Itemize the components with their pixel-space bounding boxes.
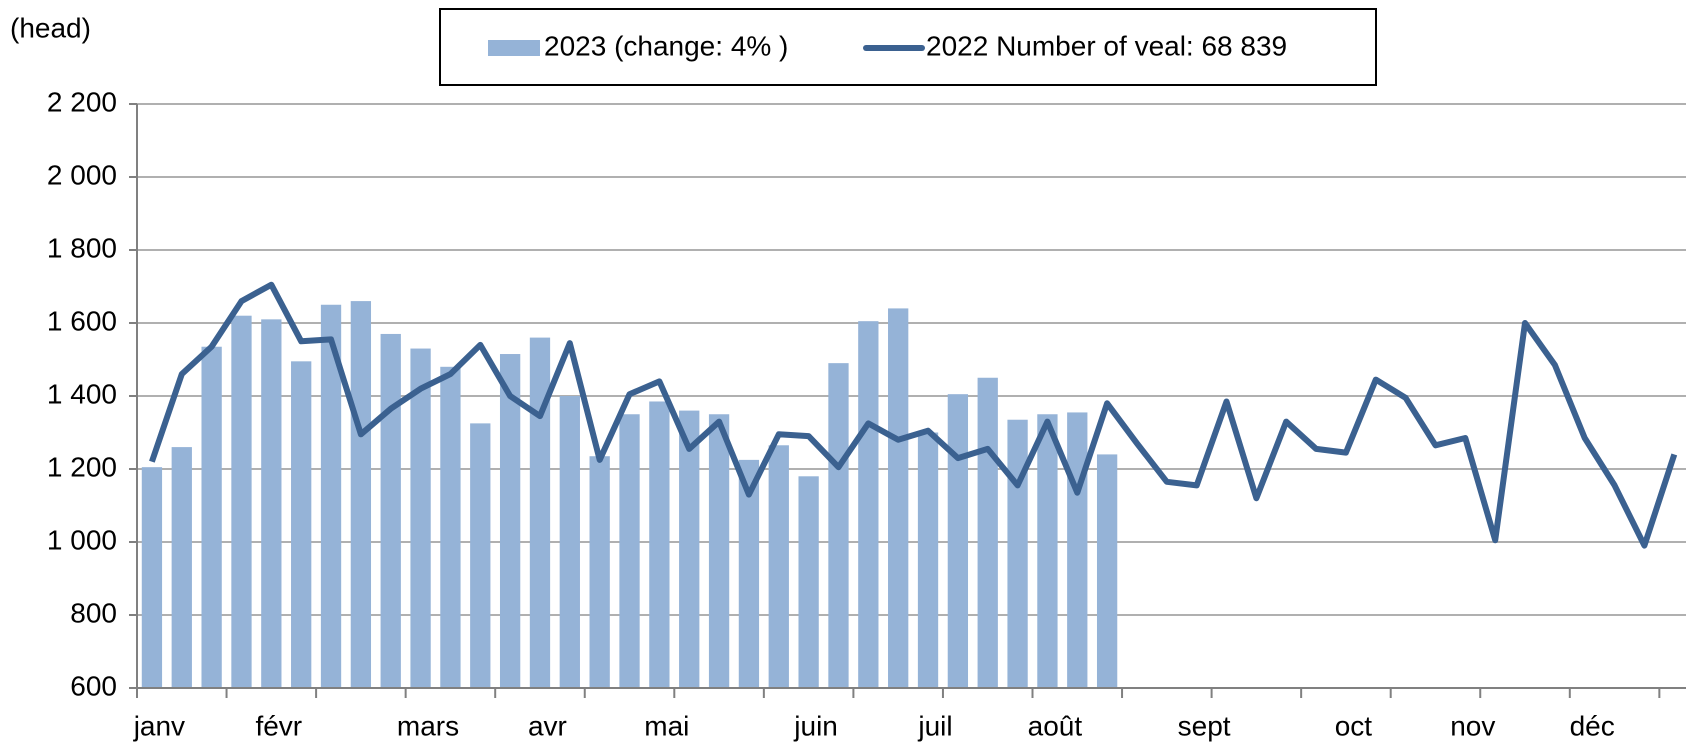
bar: [917, 432, 939, 688]
bar: [977, 377, 998, 688]
bar: [708, 414, 730, 688]
x-tick-label: févr: [255, 710, 302, 741]
bar: [858, 321, 879, 688]
bar: [1007, 419, 1028, 688]
bar: [440, 366, 461, 688]
x-tick-label: mai: [644, 710, 689, 741]
bar: [947, 394, 969, 688]
bar: [380, 333, 401, 688]
bar: [410, 348, 431, 688]
x-tick-label: juin: [793, 710, 838, 741]
x-tick-label: janv: [133, 710, 185, 741]
x-tick-label: déc: [1570, 710, 1615, 741]
bar: [171, 447, 192, 688]
bar: [649, 401, 670, 688]
bar: [888, 308, 909, 688]
bar: [261, 319, 282, 688]
bar: [768, 445, 789, 688]
x-tick-label: nov: [1450, 710, 1495, 741]
bar: [1096, 454, 1118, 688]
bar: [559, 396, 580, 688]
bar: [589, 456, 610, 688]
line: [149, 281, 1678, 549]
x-tick-label: avr: [528, 710, 567, 741]
x-tick-label: oct: [1335, 710, 1373, 741]
bar: [291, 361, 312, 688]
x-tick-label: août: [1028, 710, 1083, 741]
bar: [201, 346, 222, 688]
bar: [141, 467, 163, 688]
x-tick-label: juil: [917, 710, 952, 741]
bar: [679, 410, 700, 688]
bar: [529, 337, 551, 688]
y-tick-label: 1 800: [47, 232, 117, 263]
x-tick-label: mars: [397, 710, 459, 741]
legend-label: 2023 (change: 4% ): [544, 30, 788, 61]
bar: [470, 423, 491, 688]
bar: [798, 476, 819, 688]
bar: [499, 354, 521, 688]
y-tick-label: 1 200: [47, 451, 117, 482]
bar: [350, 301, 372, 688]
legend-swatch: [488, 40, 540, 56]
bar: [738, 459, 760, 688]
y-tick-label: 2 200: [47, 86, 117, 117]
y-axis-label: (head): [10, 12, 91, 43]
bar: [1067, 412, 1088, 688]
y-tick-label: 1 000: [47, 524, 117, 555]
bar: [828, 363, 849, 688]
legend-label: 2022 Number of veal: 68 839: [926, 30, 1287, 61]
bar: [231, 315, 252, 688]
x-tick-label: sept: [1178, 710, 1231, 741]
bar: [619, 414, 640, 688]
bar: [320, 304, 342, 688]
y-tick-label: 800: [70, 597, 117, 628]
bar: [1037, 414, 1058, 688]
y-tick-label: 1 400: [47, 378, 117, 409]
y-tick-label: 1 600: [47, 305, 117, 336]
y-tick-label: 600: [70, 670, 117, 701]
y-tick-label: 2 000: [47, 159, 117, 190]
